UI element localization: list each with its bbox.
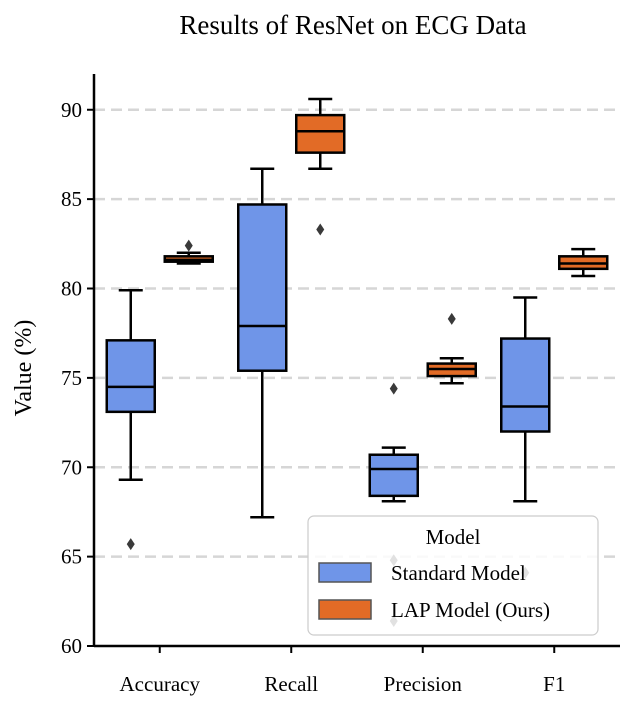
chart-title: Results of ResNet on ECG Data: [179, 10, 526, 40]
box-lap-model-ours-recall: [295, 97, 346, 236]
box-lap-model-ours-accuracy: [163, 239, 214, 265]
legend-title: Model: [426, 525, 481, 549]
box-lap-model-ours-recall-iqr: [295, 113, 346, 154]
legend-swatch-standard: [318, 562, 372, 583]
legend-swatch-lap: [318, 599, 372, 620]
box-lap-model-ours-precision-outlier-0: [447, 312, 456, 325]
box-standard-model-accuracy-outlier-0: [126, 538, 135, 551]
legend-label-standard: Standard Model: [391, 561, 526, 585]
y-tick-label-85: 85: [61, 187, 82, 211]
box-standard-model-f1-iqr: [500, 337, 551, 433]
y-tick-label-60: 60: [61, 634, 82, 658]
box-lap-model-ours-accuracy-outlier-0: [184, 239, 193, 252]
box-standard-model-accuracy-iqr: [105, 339, 156, 414]
y-axis-label: Value (%): [11, 320, 37, 417]
box-lap-model-ours-precision: [426, 312, 477, 385]
box-standard-model-recall: [237, 167, 288, 519]
box-lap-model-ours-f1: [558, 247, 609, 278]
boxes: [105, 97, 609, 627]
y-tick-label-70: 70: [61, 455, 82, 479]
box-standard-model-recall-iqr: [237, 203, 288, 372]
x-tick-label-precision: Precision: [384, 672, 463, 696]
gridlines: [94, 108, 620, 558]
y-tick-label-75: 75: [61, 366, 82, 390]
x-tick-label-recall: Recall: [264, 672, 318, 696]
y-tick-label-90: 90: [61, 98, 82, 122]
y-tick-label-65: 65: [61, 545, 82, 569]
x-tick-label-accuracy: Accuracy: [120, 672, 201, 696]
axes: 60 65 70 75 80 85 90 Accuracy Recall Precision F1: [61, 74, 620, 696]
x-tick-label-f1: F1: [543, 672, 565, 696]
legend-label-lap: LAP Model (Ours): [391, 598, 550, 622]
box-standard-model-precision-outlier-0: [389, 382, 398, 395]
legend-frame: [307, 515, 599, 636]
y-tick-label-80: 80: [61, 277, 82, 301]
box-standard-model-precision-iqr: [368, 453, 419, 498]
legend: Model Standard Model LAP Model (Ours): [307, 515, 599, 636]
box-standard-model-f1: [500, 296, 551, 579]
box-standard-model-accuracy: [105, 289, 156, 551]
box-lap-model-ours-recall-outlier-0: [316, 223, 325, 236]
